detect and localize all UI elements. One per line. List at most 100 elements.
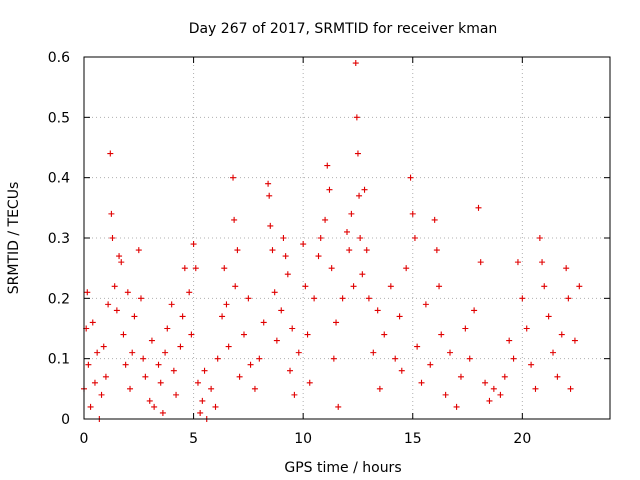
data-point: [510, 355, 517, 362]
data-point: [374, 307, 381, 314]
data-point: [230, 174, 237, 181]
data-point: [234, 247, 241, 254]
data-point: [116, 253, 123, 260]
data-point: [422, 301, 429, 308]
data-point: [339, 295, 346, 302]
data-point: [247, 361, 254, 368]
data-point: [199, 397, 206, 404]
data-point: [381, 331, 388, 338]
data-point: [365, 295, 372, 302]
data-point: [122, 361, 129, 368]
data-point: [414, 343, 421, 350]
data-point: [148, 337, 155, 344]
data-point: [94, 349, 101, 356]
data-point: [201, 367, 208, 374]
y-tick-label: 0.5: [48, 110, 70, 126]
data-points: [81, 60, 583, 422]
data-point: [357, 235, 364, 241]
data-point: [486, 397, 493, 404]
data-point: [273, 337, 280, 344]
x-tick-label: 15: [404, 431, 422, 447]
data-point: [490, 385, 497, 392]
data-point: [91, 379, 98, 386]
data-point: [284, 271, 291, 278]
data-point: [514, 259, 521, 266]
data-point: [197, 409, 204, 416]
data-point: [129, 349, 136, 356]
data-point: [344, 228, 350, 235]
data-point: [363, 247, 370, 254]
data-point: [532, 385, 539, 392]
data-point: [407, 174, 414, 181]
data-point: [550, 349, 557, 356]
data-point: [282, 253, 289, 260]
data-point: [477, 259, 484, 266]
data-point: [295, 349, 302, 356]
data-point: [324, 162, 331, 169]
y-tick-label: 0.6: [48, 50, 70, 66]
data-point: [442, 391, 449, 398]
data-point: [411, 235, 418, 241]
data-point: [453, 403, 460, 410]
data-point: [376, 385, 383, 392]
data-point: [111, 283, 118, 290]
x-tick-label: 10: [294, 431, 312, 447]
data-point: [317, 235, 324, 241]
data-point: [501, 373, 508, 380]
data-point: [353, 114, 360, 121]
data-point: [354, 150, 361, 157]
data-point: [190, 241, 197, 248]
data-point: [159, 409, 166, 416]
data-point: [120, 331, 127, 338]
chart-title: Day 267 of 2017, SRMTID for receiver kma…: [189, 21, 498, 37]
data-point: [333, 319, 340, 326]
data-point: [330, 355, 337, 362]
data-point: [232, 283, 239, 290]
data-point: [523, 325, 530, 332]
y-tick-label: 0.1: [48, 352, 70, 368]
data-point: [188, 331, 195, 338]
data-point: [168, 301, 175, 308]
data-point: [563, 265, 570, 272]
data-point: [291, 391, 298, 398]
data-point: [302, 283, 309, 290]
data-point: [265, 180, 272, 187]
data-point: [433, 247, 440, 254]
data-point: [267, 222, 274, 229]
data-point: [146, 397, 153, 404]
data-point: [418, 379, 425, 386]
data-point: [457, 373, 464, 380]
data-point: [571, 337, 578, 344]
data-point: [300, 241, 307, 248]
data-point: [528, 361, 535, 368]
data-point: [370, 349, 377, 356]
data-point: [278, 307, 285, 314]
data-point: [431, 216, 438, 223]
y-axis-label: SRMTID / TECUs: [6, 182, 22, 295]
data-point: [471, 307, 478, 314]
data-point: [497, 391, 504, 398]
data-point: [541, 283, 548, 290]
x-axis-label: GPS time / hours: [284, 460, 401, 476]
data-point: [315, 253, 322, 260]
data-point: [506, 337, 513, 344]
data-point: [436, 283, 443, 290]
data-point: [256, 355, 263, 362]
data-point: [554, 373, 561, 380]
data-point: [192, 265, 199, 272]
data-point: [409, 210, 416, 217]
data-point: [565, 295, 572, 302]
data-point: [352, 60, 359, 67]
data-point: [162, 349, 169, 356]
data-point: [466, 355, 473, 362]
data-point: [328, 265, 335, 272]
data-point: [208, 385, 215, 392]
data-point: [438, 331, 445, 338]
data-point: [280, 235, 287, 241]
data-point: [387, 283, 394, 290]
data-point: [151, 403, 158, 410]
data-point: [142, 373, 149, 380]
x-tick-label: 5: [189, 431, 198, 447]
data-point: [558, 331, 565, 338]
data-point: [212, 403, 219, 410]
